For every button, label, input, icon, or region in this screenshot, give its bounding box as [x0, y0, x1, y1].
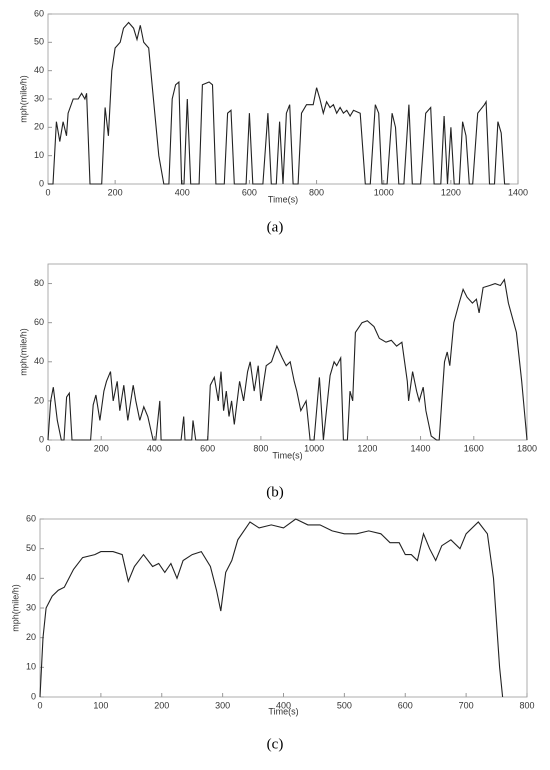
- x-tick-label: 800: [309, 187, 324, 197]
- y-tick-label: 50: [26, 543, 36, 553]
- data-line: [39, 518, 504, 698]
- y-tick-label: 0: [39, 434, 44, 444]
- data-line: [48, 21, 510, 185]
- x-tick-label: 200: [94, 443, 109, 453]
- y-tick-label: 40: [34, 356, 44, 366]
- x-tick-label: 1400: [508, 187, 528, 197]
- x-tick-label: 500: [337, 700, 352, 710]
- x-tick-label: 1800: [517, 443, 537, 453]
- x-axis-label: Time(s): [268, 194, 298, 204]
- x-tick-label: 400: [276, 700, 291, 710]
- y-axis-label: mph(mile/h): [10, 584, 20, 632]
- x-axis-label: Time(s): [268, 706, 298, 716]
- y-tick-label: 10: [26, 662, 36, 672]
- y-tick-label: 60: [26, 513, 36, 523]
- plot-frame: [47, 263, 528, 441]
- x-tick-label: 0: [37, 700, 42, 710]
- x-tick-label: 600: [242, 187, 257, 197]
- y-tick-label: 0: [31, 691, 36, 701]
- x-tick-label: 1000: [374, 187, 394, 197]
- y-tick-label: 50: [34, 37, 44, 47]
- y-axis-label: mph(mile/h): [18, 75, 28, 123]
- data-line: [47, 278, 528, 441]
- y-tick-label: 40: [26, 573, 36, 583]
- y-tick-label: 20: [26, 632, 36, 642]
- y-tick-label: 60: [34, 8, 44, 18]
- x-tick-label: 1600: [464, 443, 484, 453]
- y-tick-label: 20: [34, 395, 44, 405]
- plot-frame: [39, 518, 528, 698]
- y-tick-label: 20: [34, 122, 44, 132]
- caption: (b): [266, 484, 284, 500]
- x-tick-label: 600: [200, 443, 215, 453]
- caption: (c): [267, 736, 284, 752]
- x-tick-label: 1000: [304, 443, 324, 453]
- plot-frame: [47, 13, 519, 185]
- x-tick-label: 0: [45, 443, 50, 453]
- x-tick-label: 800: [519, 700, 534, 710]
- x-tick-label: 1400: [411, 443, 431, 453]
- y-tick-label: 30: [34, 93, 44, 103]
- y-tick-label: 60: [34, 317, 44, 327]
- x-tick-label: 800: [253, 443, 268, 453]
- x-tick-label: 400: [147, 443, 162, 453]
- x-tick-label: 200: [154, 700, 169, 710]
- x-tick-label: 400: [175, 187, 190, 197]
- x-tick-label: 1200: [441, 187, 461, 197]
- x-tick-label: 700: [459, 700, 474, 710]
- x-tick-label: 0: [45, 187, 50, 197]
- y-tick-label: 80: [34, 278, 44, 288]
- x-tick-label: 1200: [357, 443, 377, 453]
- y-tick-label: 30: [26, 602, 36, 612]
- x-tick-label: 100: [93, 700, 108, 710]
- y-tick-label: 40: [34, 65, 44, 75]
- x-tick-label: 600: [398, 700, 413, 710]
- x-tick-label: 200: [108, 187, 123, 197]
- y-axis-label: mph(mile/h): [18, 328, 28, 376]
- x-tick-label: 300: [215, 700, 230, 710]
- y-tick-label: 10: [34, 150, 44, 160]
- x-axis-label: Time(s): [272, 450, 302, 460]
- y-tick-label: 0: [39, 178, 44, 188]
- caption: (a): [267, 219, 284, 235]
